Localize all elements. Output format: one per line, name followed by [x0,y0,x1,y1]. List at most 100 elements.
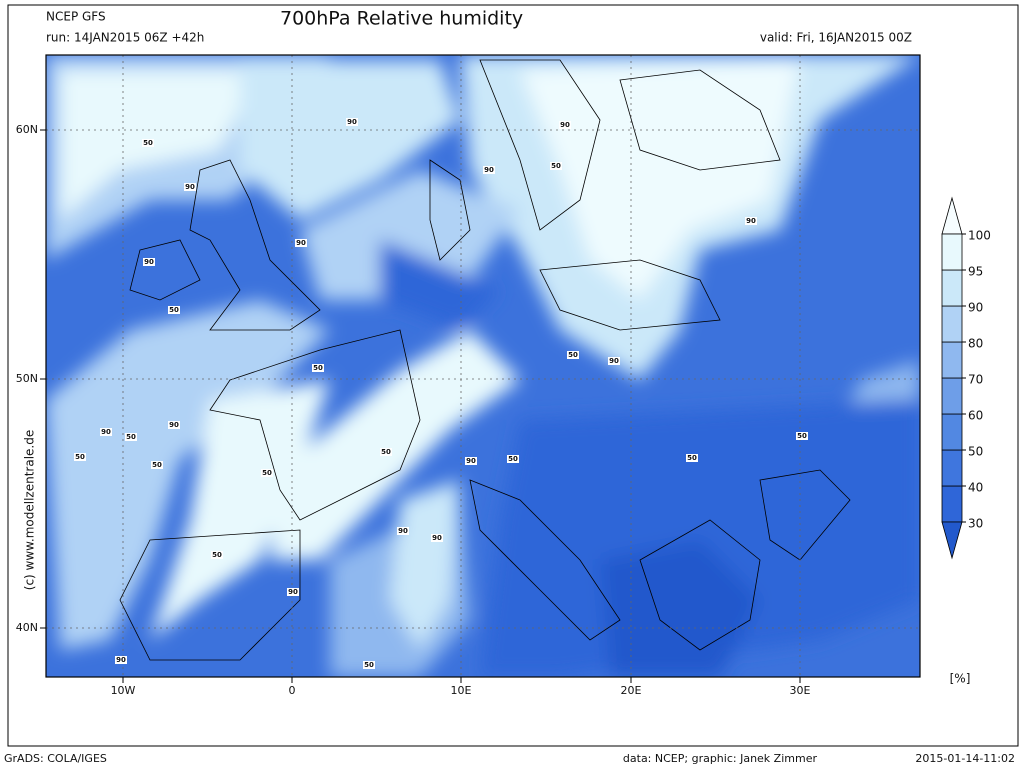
contour-labels: 50 90 90 90 50 90 90 90 50 90 50 50 90 90 50 90 50 50 50 50… [74,118,808,669]
colorbar-label: 70 [968,373,983,387]
colorbar-box [941,305,963,343]
contour-label-bg [184,183,196,191]
contour-label: 50 [212,551,222,559]
colorbar-box [941,413,963,451]
lon-label: 20E [621,684,642,697]
axes: 60N 50N 40N 10W 0 10E 20E 30E [16,123,811,697]
colorbar-label: 95 [968,265,983,279]
contour-label-bg [796,432,808,440]
contour-label-bg [295,239,307,247]
contour-label-bg [608,357,620,365]
contour-label-bg [312,364,324,372]
contour-label-bg [686,454,698,462]
contour-label-bg [567,351,579,359]
contour-label: 50 [508,455,518,463]
coastlines [119,59,851,661]
graticule [46,55,920,677]
map-title: 700hPa Relative humidity [280,8,523,30]
contour-label-bg [465,457,477,465]
contour-label: 90 [466,457,476,465]
contour-label-bg [431,534,443,542]
contour-label-bg [168,421,180,429]
contour-label-bg [397,527,409,535]
contour-label: 50 [169,306,179,314]
contour-label: 90 [116,656,126,664]
contour-label: 50 [381,448,391,456]
humidity-field [46,55,920,677]
contour-label: 90 [484,166,494,174]
contour-label: 50 [551,162,561,170]
run-info: run: 14JAN2015 06Z +42h [46,31,204,45]
contour-label-bg [346,118,358,126]
contour-label: 90 [560,121,570,129]
contour-label: 90 [432,534,442,542]
colorbar-under [941,521,963,560]
contour-label-bg [100,428,112,436]
colorbar-label: 50 [968,445,983,459]
colorbar-over [941,196,963,235]
lat-label: 60N [16,123,38,136]
contour-label: 50 [687,454,697,462]
colorbar-label: 60 [968,409,983,423]
valid-time: valid: Fri, 16JAN2015 00Z [760,31,912,45]
contour-label: 50 [313,364,323,372]
contour-label-bg [143,258,155,266]
colorbar-box [941,485,963,523]
contour-label: 50 [143,139,153,147]
colorbar-label: 100 [968,229,991,243]
lon-label: 10E [451,684,472,697]
contour-label-bg [745,217,757,225]
contour-label: 90 [101,428,111,436]
contour-label-bg [142,139,154,147]
contour-label: 90 [296,239,306,247]
contour-label-bg [211,551,223,559]
contour-label-bg [125,433,137,441]
contour-label: 50 [568,351,578,359]
contour-label-bg [380,448,392,456]
contour-label: 90 [398,527,408,535]
contour-label: 50 [75,453,85,461]
frame [7,4,1019,747]
contour-label-bg [483,166,495,174]
colorbar: 30 40 50 60 70 80 90 95 100 [941,196,991,560]
contour-label: 50 [364,661,374,669]
contour-label: 90 [185,183,195,191]
colorbar-box [941,341,963,379]
colorbar-label: 90 [968,301,983,315]
contour-label-bg [559,121,571,129]
lat-label: 50N [16,372,38,385]
contour-label-bg [507,455,519,463]
colorbar-box [941,269,963,307]
contour-label: 90 [169,421,179,429]
contour-label: 50 [262,469,272,477]
footer-center: data: NCEP; graphic: Janek Zimmer [623,752,818,765]
colorbar-label: 40 [968,481,983,495]
colorbar-label: 30 [968,517,983,531]
contour-label: 90 [609,357,619,365]
contour-label-bg [151,461,163,469]
contour-label: 50 [797,432,807,440]
side-credit: (c) www.modellzentrale.de [23,430,37,590]
contour-label: 50 [152,461,162,469]
unit-label: [%] [950,672,971,686]
contour-label-bg [550,162,562,170]
contour-label: 50 [126,433,136,441]
contour-label: 90 [288,588,298,596]
lon-label: 10W [111,684,136,697]
contour-label: 90 [347,118,357,126]
colorbar-box [941,377,963,415]
footer-right: 2015-01-14-11:02 [915,752,1015,765]
lat-label: 40N [16,621,38,634]
contour-label: 90 [144,258,154,266]
model-name: NCEP GFS [46,10,106,24]
contour-label-bg [115,656,127,664]
contour-label: 90 [746,217,756,225]
contour-label-bg [363,661,375,669]
contour-label-bg [261,469,273,477]
footer-left: GrADS: COLA/IGES [4,752,107,765]
contour-label-bg [74,453,86,461]
colorbar-label: 80 [968,337,983,351]
lon-label: 0 [289,684,296,697]
colorbar-box [941,449,963,487]
